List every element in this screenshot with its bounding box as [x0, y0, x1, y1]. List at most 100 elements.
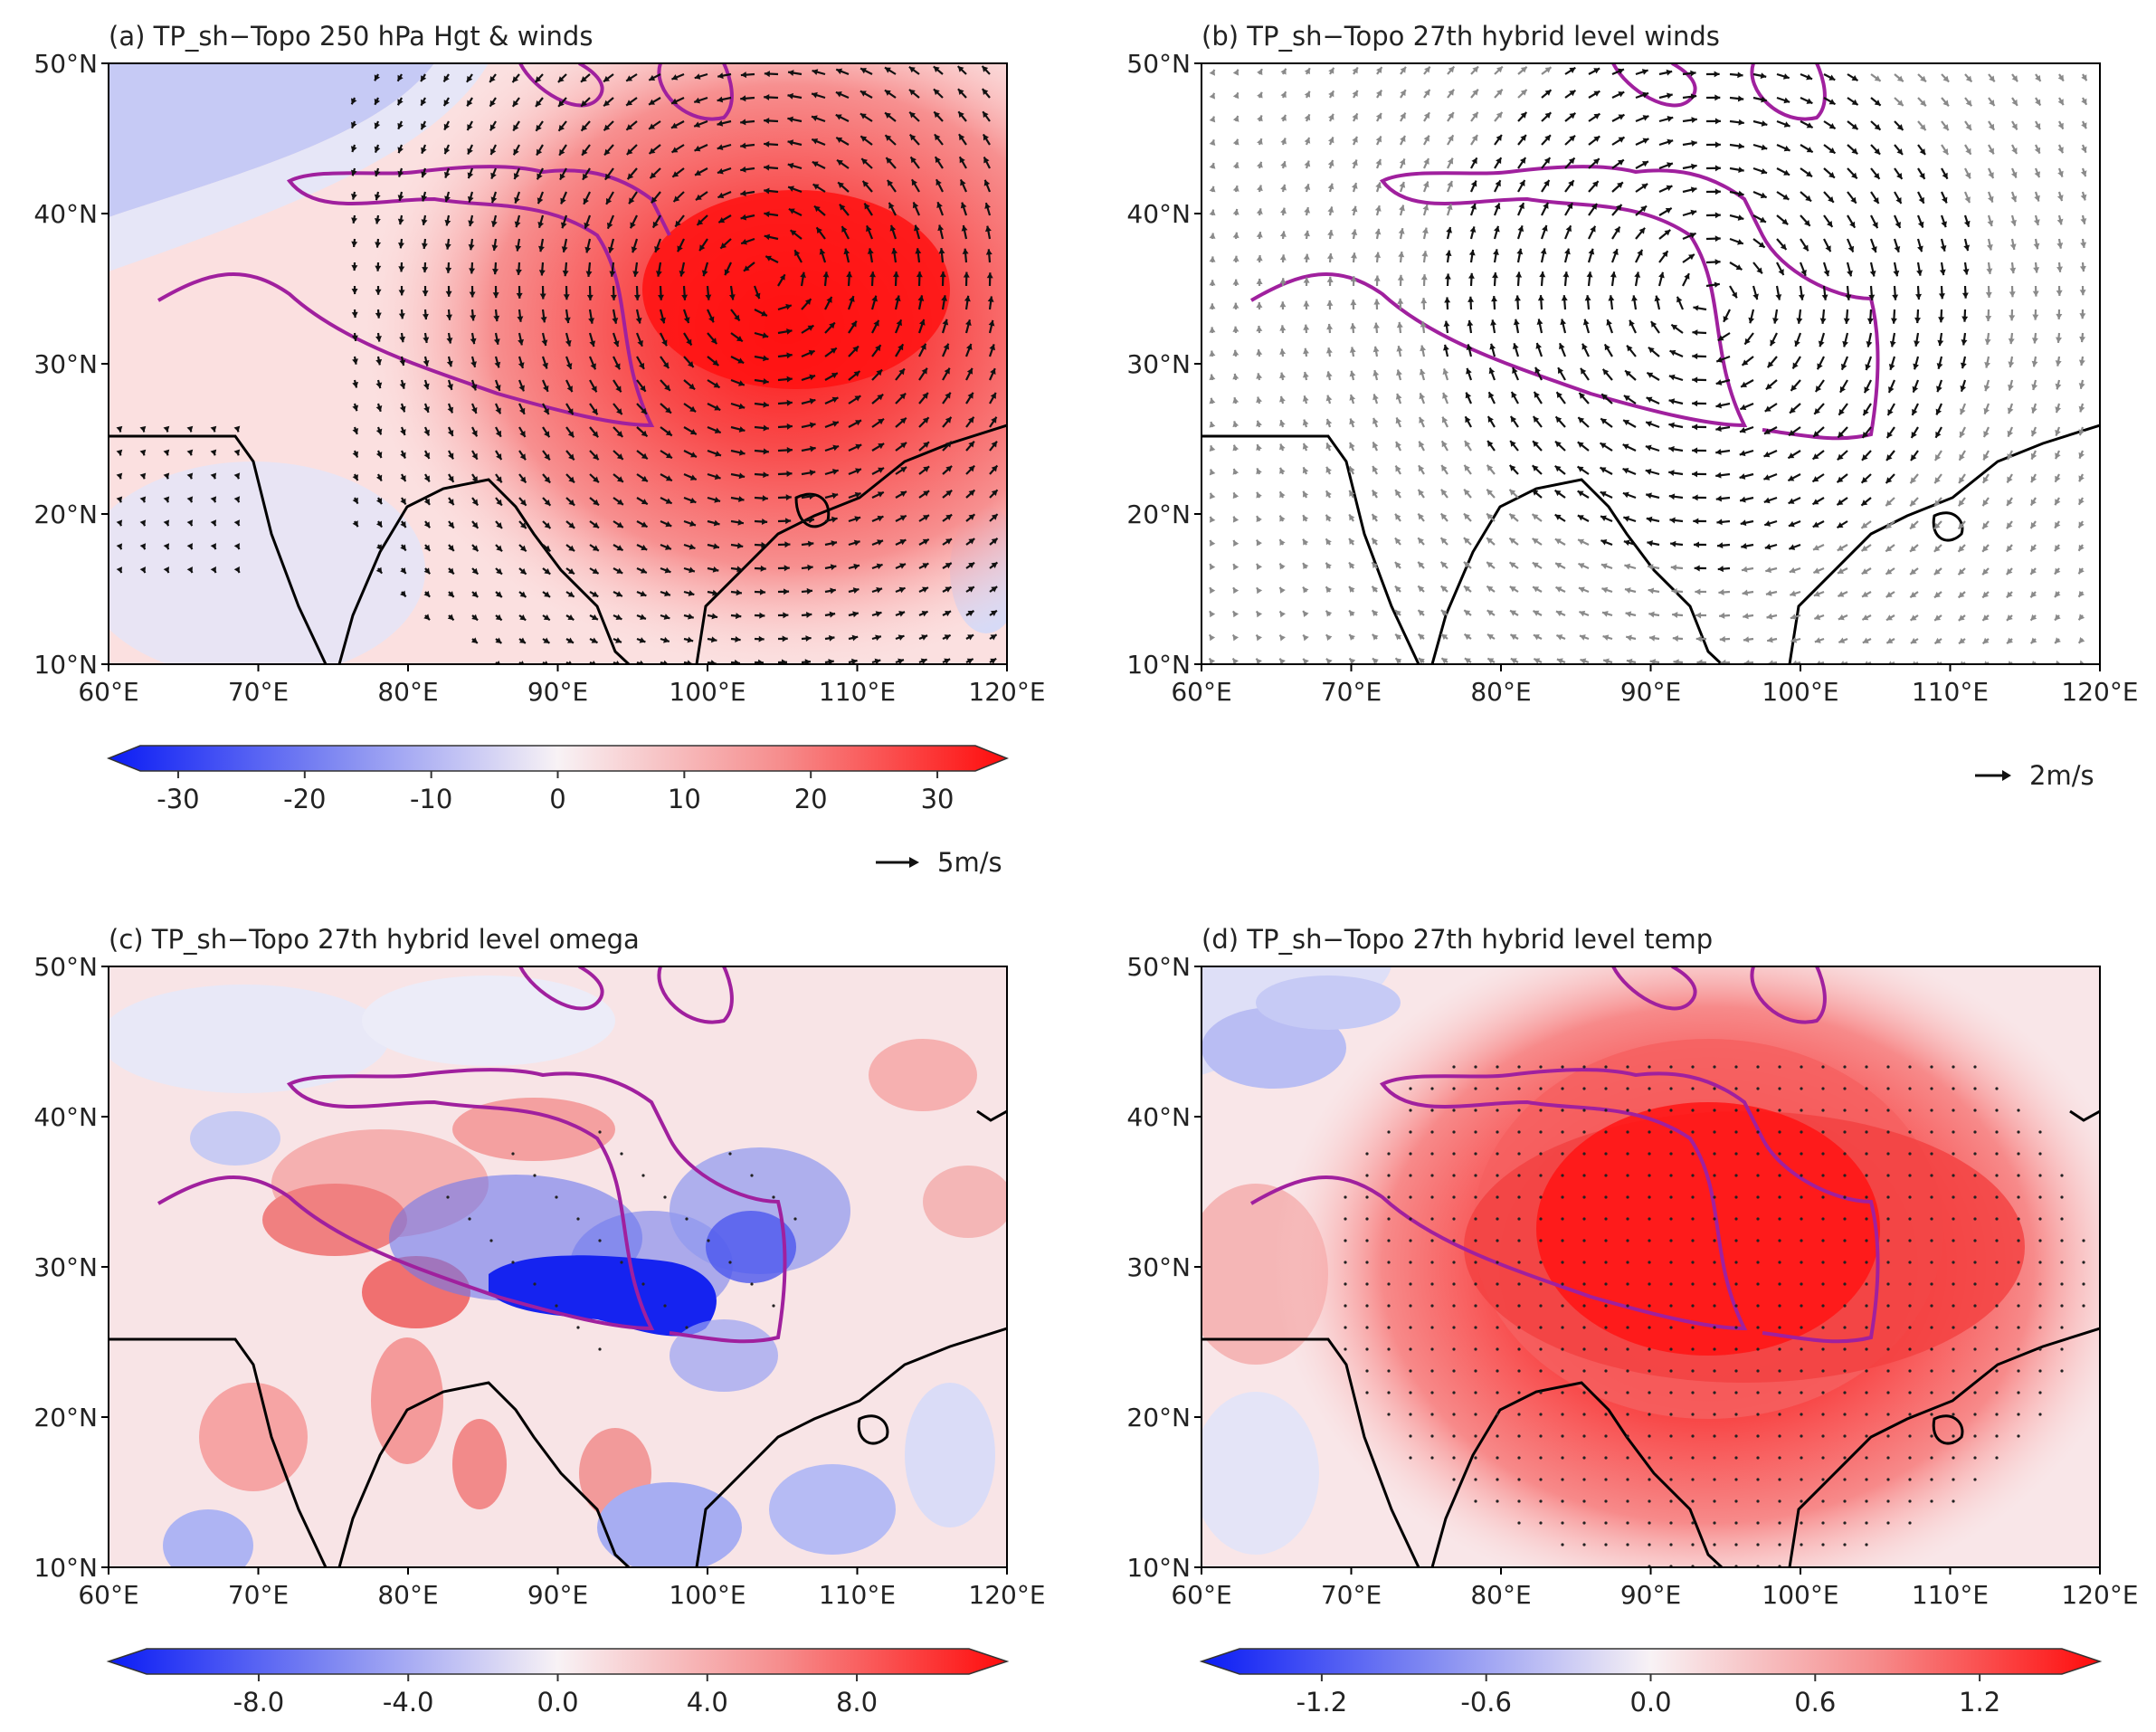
significance-dot	[1952, 1282, 1955, 1286]
wind-vector-head	[1509, 489, 1516, 496]
wind-vector-head	[1760, 72, 1767, 80]
wind-vector-head	[1510, 610, 1517, 616]
significance-dot	[1626, 1434, 1629, 1438]
wind-vector-head	[677, 245, 683, 252]
wind-vector-head	[2057, 147, 2064, 154]
wind-vector-head	[2078, 544, 2085, 551]
wind-vector-head	[922, 586, 928, 593]
significance-dot	[1539, 1152, 1543, 1156]
significance-dot	[1756, 1456, 1760, 1460]
wind-vector-head	[375, 474, 383, 481]
wind-vector-head	[1375, 136, 1382, 143]
wind-vector-head	[1738, 119, 1744, 126]
wind-vector-head	[519, 453, 526, 461]
significance-dot	[1952, 1152, 1955, 1156]
wind-vector-head	[493, 338, 500, 345]
significance-dot	[1582, 1152, 1586, 1156]
significance-dot	[2017, 1130, 2020, 1134]
wind-vector-head	[1693, 518, 1699, 525]
wind-vector-head	[1861, 522, 1868, 528]
wind-vector-head	[1372, 610, 1379, 617]
wind-vector-head	[1561, 295, 1568, 301]
wind-vector-head	[765, 255, 772, 262]
significance-dots	[1344, 1065, 2085, 1567]
significance-dot	[1756, 1326, 1760, 1329]
wind-vector-head	[540, 317, 547, 323]
x-tick-label: 80°E	[377, 677, 438, 707]
wind-vector-head	[1256, 420, 1262, 427]
wind-vector-head	[2031, 660, 2037, 664]
significance-dot	[1713, 1521, 1716, 1525]
wind-vector-head	[683, 317, 690, 323]
wind-vector-head	[565, 363, 573, 369]
significance-dot	[1517, 1282, 1521, 1286]
significance-dot	[1430, 1369, 1434, 1373]
significance-dot	[1604, 1434, 1608, 1438]
wind-vector-head	[920, 658, 927, 664]
wind-vector-head	[544, 499, 551, 506]
wind-vector-head	[163, 566, 169, 574]
significance-dot	[1908, 1456, 1912, 1460]
significance-dot	[2017, 1152, 2020, 1156]
wind-vector-head	[1770, 339, 1776, 347]
significance-dot	[1843, 1282, 1847, 1286]
wind-vector-head	[591, 614, 598, 621]
significance-dot	[1626, 1261, 1629, 1264]
wind-vector-head	[1933, 591, 1941, 598]
wind-vector-head	[1739, 473, 1746, 480]
significance-dot	[1756, 1413, 1760, 1416]
wind-vector-head	[375, 428, 383, 435]
wind-vector-head	[495, 637, 502, 643]
wind-vector-head	[2056, 660, 2061, 664]
wind-vector-head	[116, 496, 123, 503]
wind-vector-head	[445, 267, 452, 273]
wind-vector-head	[1825, 245, 1831, 252]
wind-vector-head	[1874, 123, 1881, 130]
wind-vector-head	[1885, 500, 1893, 507]
wind-vector-head	[779, 274, 785, 281]
significance-dot	[1517, 1456, 1521, 1460]
wind-vector-head	[2056, 218, 2064, 225]
significance-dot	[1865, 1347, 1868, 1351]
wind-vector-head	[812, 161, 819, 167]
significance-dot	[1778, 1434, 1781, 1438]
wind-vector-head	[1851, 99, 1858, 106]
significance-dot	[1452, 1478, 1456, 1481]
y-tick-label: 30°N	[33, 1252, 98, 1282]
significance-dot	[1561, 1478, 1564, 1481]
wind-vector-head	[560, 197, 566, 205]
wind-vector-head	[921, 634, 928, 641]
significance-dot	[1800, 1065, 1803, 1069]
wind-vector-head	[968, 441, 974, 448]
wind-vector-head	[875, 611, 882, 617]
wind-vector-head	[1851, 123, 1858, 130]
wind-vector-head	[786, 423, 793, 430]
significance-dot	[1561, 1152, 1564, 1156]
wind-vector-head	[899, 538, 907, 546]
wind-vector-head	[2078, 429, 2085, 436]
plateau-outline	[157, 966, 787, 1344]
significance-dot	[1387, 1347, 1391, 1351]
significance-dot	[1561, 1434, 1564, 1438]
wind-vector-head	[469, 291, 476, 298]
wind-vector-head	[1372, 490, 1378, 497]
significance-dot	[1582, 1391, 1586, 1394]
wind-vector-head	[1783, 145, 1790, 152]
wind-vector-head	[631, 246, 638, 253]
wind-vector-head	[935, 157, 941, 164]
significance-dot	[1952, 1456, 1955, 1460]
significance-dot	[1539, 1413, 1543, 1416]
significance-dot	[1626, 1109, 1629, 1112]
significance-dot	[1865, 1087, 1868, 1090]
wind-vector-head	[945, 416, 952, 423]
wind-vector-head	[718, 216, 726, 223]
significance-dot	[1561, 1543, 1564, 1546]
wind-vector-head	[812, 69, 819, 76]
wind-vector-head	[878, 418, 885, 425]
wind-vector-head	[689, 543, 696, 550]
significance-dot	[1800, 1239, 1803, 1242]
wind-vector-head	[446, 338, 453, 344]
wind-vector-head	[787, 162, 794, 169]
wind-vector-head	[186, 449, 194, 456]
plateau-outline	[1249, 966, 1880, 1344]
